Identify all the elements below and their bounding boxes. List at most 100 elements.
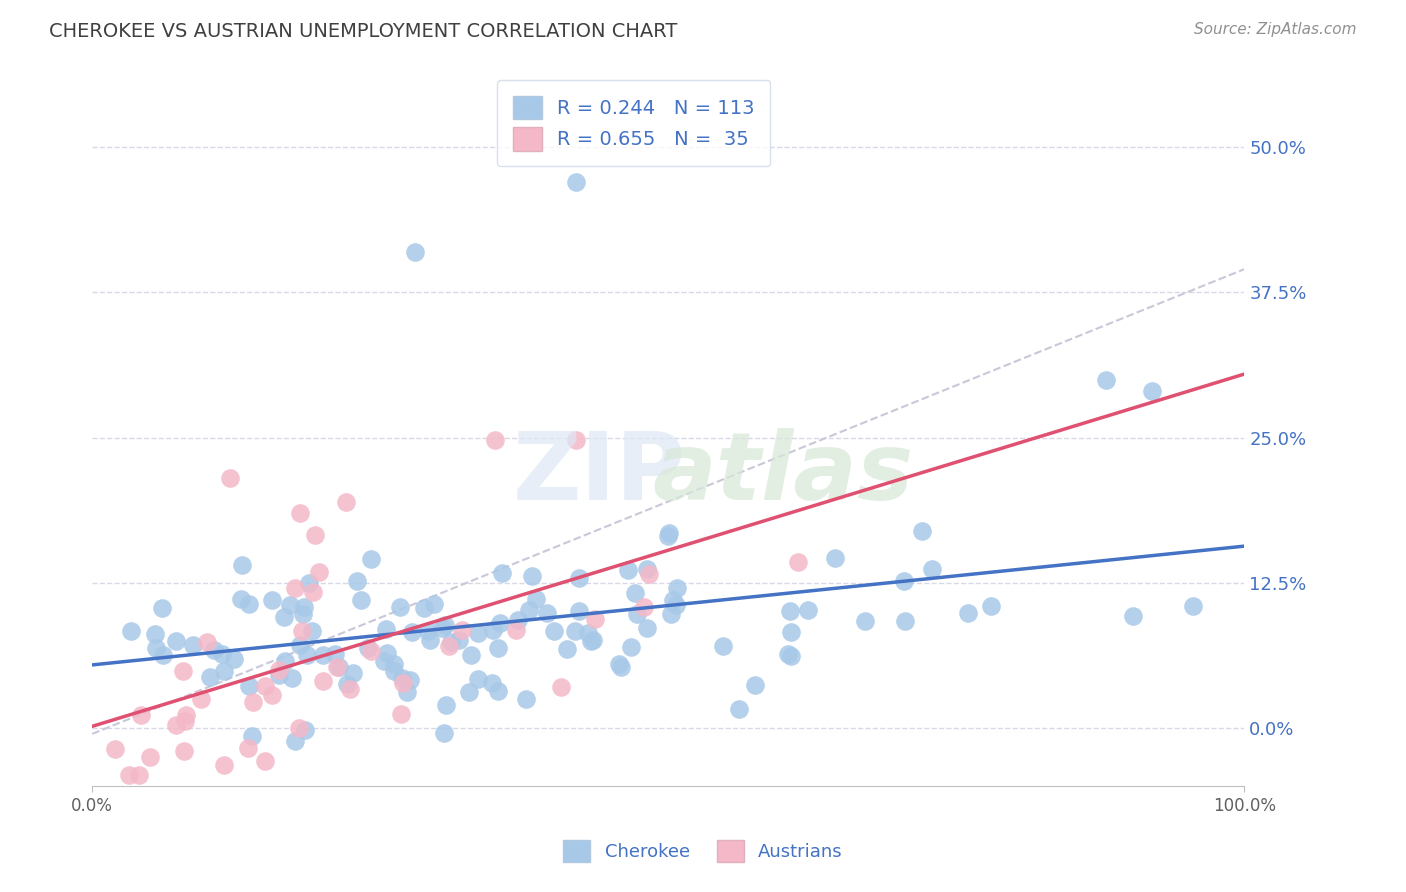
Point: [342, 666, 364, 681]
Point: [433, 617, 456, 632]
Point: [395, 685, 418, 699]
Point: [139, 750, 162, 764]
Point: [240, 729, 263, 743]
Point: [419, 632, 441, 647]
Point: [360, 644, 382, 658]
Point: [195, 635, 218, 649]
Point: [491, 566, 513, 581]
Point: [174, 714, 197, 728]
Point: [360, 552, 382, 566]
Point: [389, 706, 412, 721]
Point: [433, 726, 456, 740]
Point: [486, 641, 509, 656]
Point: [583, 612, 606, 626]
Point: [894, 614, 917, 628]
Point: [350, 593, 373, 607]
Point: [797, 603, 820, 617]
Point: [202, 643, 225, 657]
Point: [780, 624, 803, 639]
Point: [253, 754, 276, 768]
Point: [956, 606, 979, 620]
Point: [238, 597, 260, 611]
Point: [118, 767, 141, 781]
Point: [515, 691, 537, 706]
Legend: R = 0.244   N = 113, R = 0.655   N =  35: R = 0.244 N = 113, R = 0.655 N = 35: [498, 80, 770, 167]
Point: [576, 626, 599, 640]
Point: [778, 647, 800, 661]
Point: [489, 616, 512, 631]
Point: [449, 633, 471, 648]
Point: [921, 562, 943, 576]
Point: [301, 624, 323, 639]
Legend: Cherokee, Austrians: Cherokee, Austrians: [555, 833, 851, 870]
Point: [524, 591, 547, 606]
Point: [373, 654, 395, 668]
Point: [434, 698, 457, 712]
Point: [382, 657, 405, 671]
Point: [375, 646, 398, 660]
Point: [568, 571, 591, 585]
Point: [145, 627, 167, 641]
Point: [165, 634, 187, 648]
Point: [392, 675, 415, 690]
Point: [662, 593, 685, 607]
Point: [212, 757, 235, 772]
Point: [198, 670, 221, 684]
Point: [666, 581, 689, 595]
Point: [389, 600, 412, 615]
Point: [439, 639, 461, 653]
Point: [222, 652, 245, 666]
Text: CHEROKEE VS AUSTRIAN UNEMPLOYMENT CORRELATION CHART: CHEROKEE VS AUSTRIAN UNEMPLOYMENT CORREL…: [49, 22, 678, 41]
Point: [467, 626, 489, 640]
Point: [659, 607, 682, 621]
Point: [398, 673, 420, 688]
Point: [506, 613, 529, 627]
Point: [460, 648, 482, 662]
Point: [853, 614, 876, 628]
Point: [579, 634, 602, 648]
Point: [665, 598, 688, 612]
Point: [482, 623, 505, 637]
Point: [219, 471, 242, 485]
Point: [607, 657, 630, 672]
Point: [484, 433, 506, 447]
Point: [744, 678, 766, 692]
Point: [278, 598, 301, 612]
Point: [190, 692, 212, 706]
Point: [375, 622, 398, 636]
Point: [281, 671, 304, 685]
Point: [620, 640, 643, 654]
Point: [505, 624, 527, 638]
Point: [636, 621, 658, 635]
Point: [339, 682, 361, 697]
Point: [273, 609, 295, 624]
Point: [291, 624, 314, 638]
Point: [308, 565, 330, 579]
Point: [274, 654, 297, 668]
Point: [413, 601, 436, 615]
Point: [517, 603, 540, 617]
Point: [481, 676, 503, 690]
Point: [617, 562, 640, 576]
Point: [260, 688, 283, 702]
Point: [624, 586, 647, 600]
Point: [294, 723, 316, 737]
Point: [416, 624, 439, 638]
Point: [391, 671, 413, 685]
Point: [145, 641, 167, 656]
Point: [288, 638, 311, 652]
Point: [304, 528, 326, 542]
Point: [325, 660, 347, 674]
Text: ZIP: ZIP: [513, 428, 686, 520]
Point: [356, 640, 378, 655]
Point: [262, 593, 284, 607]
Point: [236, 741, 259, 756]
Point: [267, 668, 290, 682]
Point: [893, 574, 915, 588]
Point: [284, 582, 307, 596]
Point: [173, 744, 195, 758]
Point: [212, 665, 235, 679]
Point: [657, 529, 679, 543]
Point: [779, 649, 801, 664]
Point: [335, 494, 357, 508]
